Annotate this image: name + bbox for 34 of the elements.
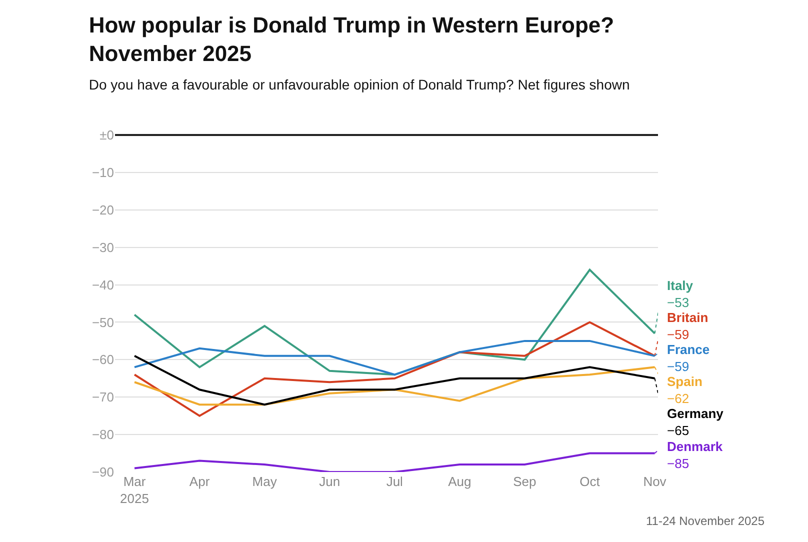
data-label: −85 bbox=[667, 456, 690, 471]
chart-title: How popular is Donald Trump in Western Europe? November 2025 bbox=[88, 12, 614, 66]
text: Italy bbox=[667, 278, 694, 293]
y-tick-label: −70 bbox=[92, 390, 114, 405]
y-tick-label: −40 bbox=[92, 277, 114, 292]
y-tick-label: −50 bbox=[92, 314, 114, 330]
y-tick-label: −80 bbox=[92, 427, 114, 442]
y-tick-label: −30 bbox=[92, 240, 114, 255]
y-tick-label: −60 bbox=[92, 352, 114, 368]
series-label: Denmark bbox=[667, 439, 724, 454]
x-tick-label: Nov bbox=[643, 474, 667, 489]
x-tick-label: Sep bbox=[513, 474, 536, 489]
data-label: −59 bbox=[667, 358, 690, 374]
x-tick-label: Mar 2025 bbox=[120, 474, 149, 506]
text: Germany bbox=[667, 406, 724, 421]
x-tick-label: Aug bbox=[448, 474, 472, 489]
data-label: −62 bbox=[667, 390, 690, 406]
x-tick-label: Jun bbox=[319, 474, 340, 489]
data-label: −59 bbox=[667, 326, 690, 342]
x-tick-label: May bbox=[252, 474, 278, 489]
y-tick-label: −20 bbox=[92, 202, 114, 218]
data-label: −53 bbox=[667, 294, 690, 310]
x-tick-label: Jul bbox=[386, 474, 404, 489]
data-label: −65 bbox=[667, 422, 690, 438]
x-tick-label: Oct bbox=[580, 474, 600, 489]
text: 11-24 November 2025 bbox=[646, 514, 765, 528]
y-tick-label: −10 bbox=[92, 164, 114, 180]
series-label: Spain bbox=[667, 374, 702, 389]
y-tick-label: ±0 bbox=[100, 128, 114, 143]
x-tick-label: Apr bbox=[189, 474, 210, 489]
series-label: France bbox=[667, 342, 710, 357]
text: Britain bbox=[667, 310, 708, 325]
y-tick-label: −90 bbox=[92, 464, 114, 480]
chart-subtitle: Do you have a favourable or unfavourable opinion of Donald Trump? Net figures shown bbox=[88, 76, 630, 93]
